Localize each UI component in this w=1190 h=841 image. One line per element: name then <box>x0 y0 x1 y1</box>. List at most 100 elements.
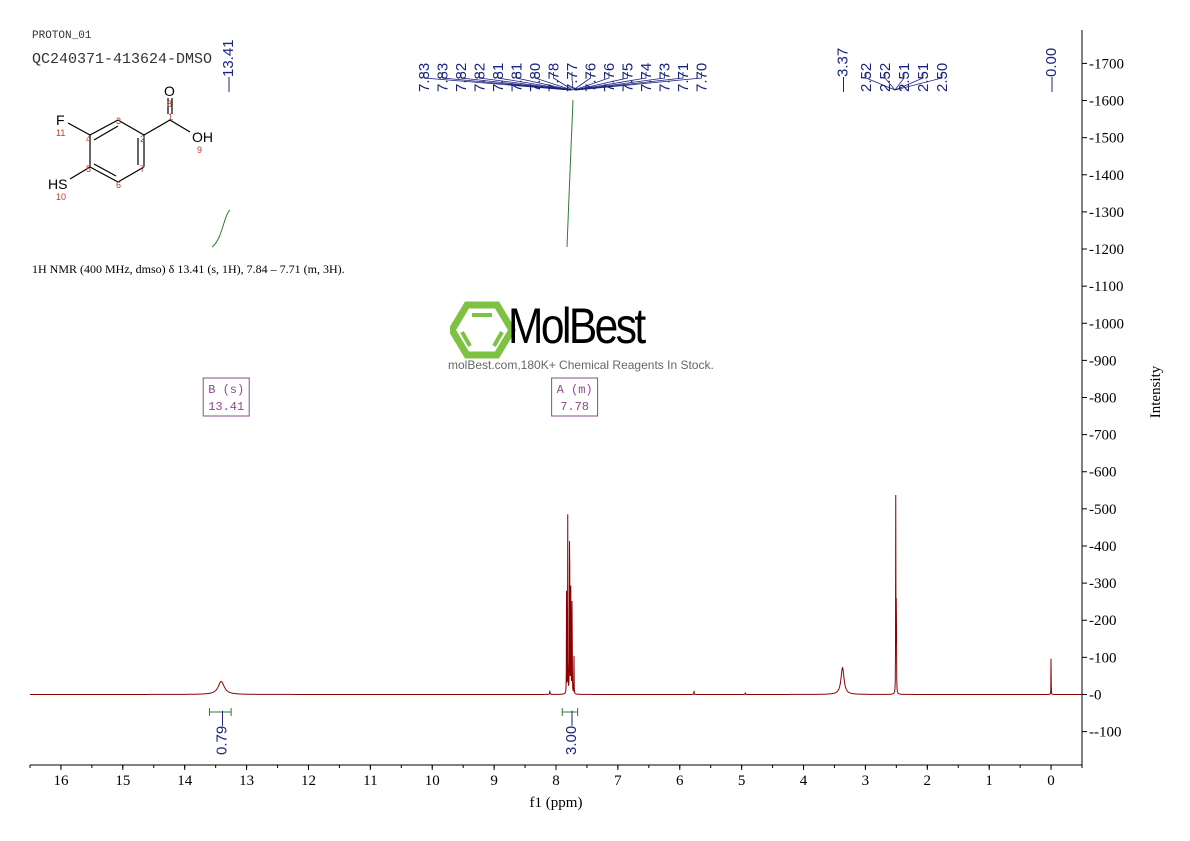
peak-label: 7.82 <box>453 63 470 92</box>
peak-label: 2.51 <box>896 63 913 92</box>
y-tick-label: -600 <box>1089 465 1117 481</box>
peak-label: 7.80 <box>527 63 544 92</box>
y-tick-label: -700 <box>1089 428 1117 444</box>
peak-label-connector <box>574 72 647 91</box>
peak-label: 7.82 <box>472 63 489 92</box>
peak-label: 7.74 <box>638 63 655 92</box>
x-tick-label: 0 <box>1047 773 1055 789</box>
x-tick-label: 2 <box>924 773 932 789</box>
atom-label: HS <box>48 176 67 192</box>
peak-label-connector <box>460 72 571 91</box>
y-tick-label: -900 <box>1089 353 1117 369</box>
peak-label: 7.81 <box>509 63 526 92</box>
peak-label-connector <box>442 72 570 91</box>
multiplet-shift: 7.78 <box>560 400 589 414</box>
x-tick-label: 12 <box>301 773 316 789</box>
y-tick-label: -1700 <box>1089 56 1124 72</box>
peak-label-connector <box>571 72 574 91</box>
x-tick-label: 10 <box>425 773 440 789</box>
peak-label-connector <box>575 72 665 91</box>
x-axis-label: f1 (ppm) <box>530 795 583 811</box>
peak-label: 7.83 <box>435 63 452 92</box>
multiplet-name: A (m) <box>557 383 593 397</box>
peak-label: 7.71 <box>675 63 692 92</box>
peak-label: —13.41 <box>220 39 237 92</box>
x-tick-label: 4 <box>800 773 808 789</box>
atom-number: 5 <box>86 164 91 174</box>
y-tick-label: -400 <box>1089 539 1117 555</box>
integral-curve <box>566 99 574 248</box>
multiplet-box <box>202 377 250 417</box>
peak-label: 7.78 <box>546 63 563 92</box>
atom-number: 1 <box>168 112 173 122</box>
integral-bracket <box>561 708 579 716</box>
y-tick-label: -1100 <box>1089 279 1123 295</box>
multiplet-shift: 13.41 <box>208 400 244 414</box>
y-tick-label: -100 <box>1089 650 1117 666</box>
molbest-logo-icon <box>450 301 517 359</box>
y-tick-label: -1500 <box>1089 131 1124 147</box>
x-tick-label: 14 <box>177 773 193 789</box>
x-tick-label: 7 <box>614 773 622 789</box>
peak-label-connector <box>884 72 896 91</box>
peak-label: 7.73 <box>657 63 674 92</box>
sample-id: QC240371-413624-DMSO <box>32 51 213 68</box>
peak-label: 2.51 <box>915 63 932 92</box>
multiplet-box <box>551 377 599 417</box>
x-tick-label: 1 <box>985 773 993 789</box>
atom-number: 2 <box>140 134 145 144</box>
peak-label-connector <box>534 72 573 91</box>
atom-number: 9 <box>197 145 202 155</box>
atom-label: F <box>56 112 65 128</box>
x-tick-label: 15 <box>115 773 130 789</box>
nmr-description: 1H NMR (400 MHz, dmso) δ 13.41 (s, 1H), … <box>32 262 345 276</box>
x-tick-label: 11 <box>363 773 377 789</box>
peak-label-connector <box>894 72 924 91</box>
peak-label: 7.77 <box>564 63 581 92</box>
peak-label: 2.50 <box>934 63 951 92</box>
atom-label: O <box>164 83 175 99</box>
peak-label: 7.81 <box>490 63 507 92</box>
peak-label-connector <box>576 72 702 91</box>
x-tick-label: 8 <box>552 773 560 789</box>
peak-label-connector <box>573 72 610 91</box>
atom-label: OH <box>192 129 213 145</box>
peak-label-connector <box>894 72 943 91</box>
peak-label-connector <box>575 72 684 91</box>
peak-label: —3.37 <box>835 48 852 92</box>
peak-label: 7.75 <box>620 63 637 92</box>
y-tick-label: -200 <box>1089 613 1117 629</box>
y-tick-label: -1300 <box>1089 205 1124 221</box>
integral-curve <box>211 209 231 248</box>
peak-label: 2.52 <box>877 63 894 92</box>
peak-label: 2.52 <box>858 63 875 92</box>
molecule-structure: O OH F HS 1 2 3 4 5 6 7 8 9 10 11 <box>48 83 213 202</box>
peak-label-connector <box>423 72 570 91</box>
y-tick-label: -1400 <box>1089 168 1124 184</box>
experiment-name: PROTON_01 <box>32 30 92 42</box>
y-tick-label: -300 <box>1089 576 1117 592</box>
y-tick-label: -500 <box>1089 502 1117 518</box>
peak-label: 7.83 <box>416 63 433 92</box>
atom-number: 3 <box>116 116 121 126</box>
x-tick-label: 3 <box>862 773 870 789</box>
atom-number: 10 <box>56 192 66 202</box>
peak-label-connector <box>479 72 571 91</box>
y-tick-label: -0 <box>1089 687 1102 703</box>
multiplet-name: B (s) <box>208 383 244 397</box>
atom-number: 4 <box>86 134 91 144</box>
watermark-tagline: molBest.com,180K+ Chemical Reagents In S… <box>448 358 714 372</box>
peak-label-connector <box>574 72 628 91</box>
x-tick-label: 16 <box>53 773 69 789</box>
x-tick-label: 6 <box>676 773 684 789</box>
peak-label: 7.76 <box>583 63 600 92</box>
peak-label-connector <box>553 72 573 91</box>
peak-label-connector <box>865 72 896 91</box>
y-tick-label: --100 <box>1089 725 1122 741</box>
y-tick-label: -1000 <box>1089 316 1124 332</box>
atom-number: 8 <box>167 99 172 109</box>
atom-number: 7 <box>140 164 145 174</box>
peak-label-connector <box>573 72 591 91</box>
